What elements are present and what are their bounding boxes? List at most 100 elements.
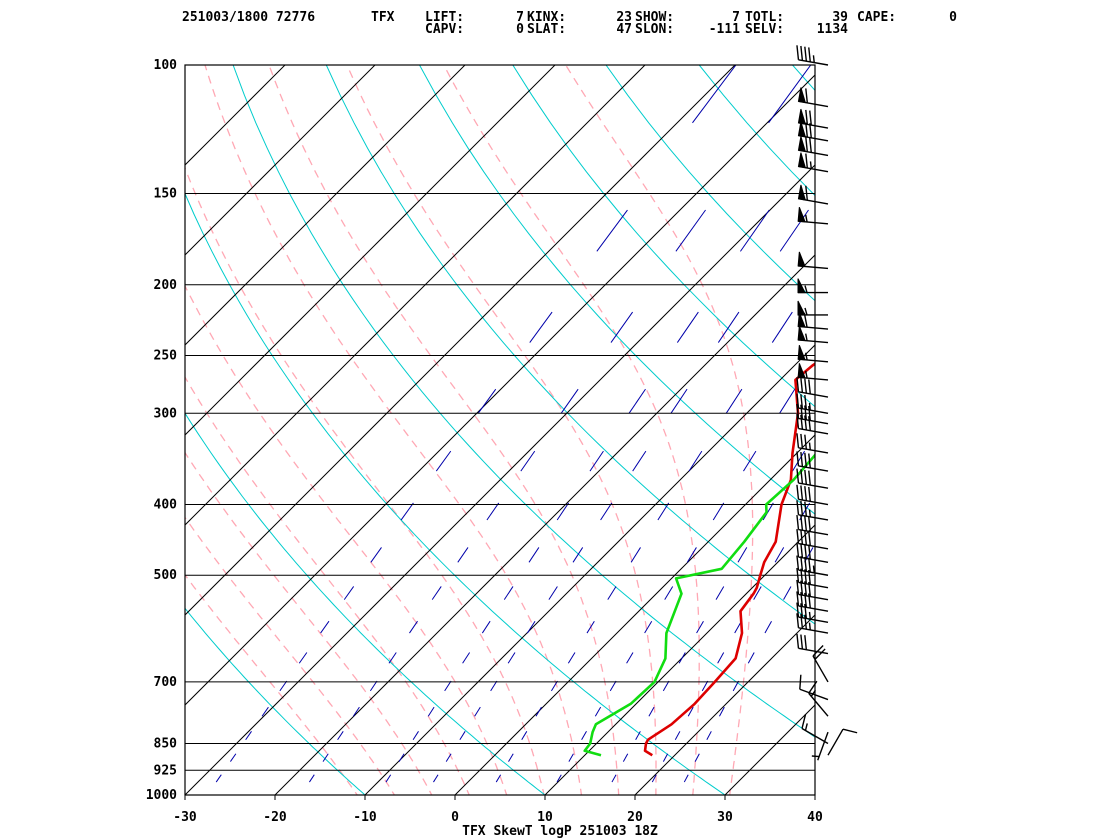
- wind-barb-500hpa: [796, 555, 829, 576]
- mixing-ratio-dash: [833, 210, 861, 251]
- barb-full-flag: [808, 517, 811, 532]
- mixing-ratio-dash: [701, 680, 709, 692]
- mixing-ratio-dash: [648, 706, 655, 717]
- barb-staff: [798, 528, 829, 536]
- index-value-slat: 47: [616, 22, 632, 37]
- moist-adiabat: [268, 65, 620, 795]
- mixing-ratio-dash: [1043, 59, 1084, 123]
- barb-pennant: [797, 108, 807, 125]
- mixing-ratio-dash: [409, 620, 418, 634]
- mixing-ratio-dash: [712, 502, 725, 521]
- barb-full-flag: [796, 45, 800, 60]
- plot-frame: [184, 64, 816, 796]
- mixing-ratio-dash: [1068, 59, 1109, 123]
- barb-full-flag: [796, 484, 800, 500]
- mixing-ratio-dash: [662, 680, 670, 692]
- barb-pennant: [797, 136, 807, 153]
- barb-full-flag: [804, 614, 808, 630]
- mixing-ratio-dash: [662, 753, 669, 762]
- dry-adiabat: [232, 65, 815, 738]
- barb-full-flag: [804, 452, 808, 468]
- mixing-ratio-dash: [715, 586, 725, 600]
- dry-adiabat: [185, 412, 546, 795]
- barb-full-flag: [804, 635, 808, 650]
- mixing-ratio-dash: [529, 311, 553, 343]
- dry-adiabat: [979, 65, 1120, 811]
- barb-full-flag: [805, 109, 809, 125]
- barb-half-flag: [804, 723, 808, 731]
- barb-full-flag: [800, 515, 804, 531]
- mixing-ratio-dash: [694, 753, 700, 762]
- wind-barb-165hpa: [797, 207, 829, 225]
- temperature-label--30: -30: [173, 810, 197, 825]
- mixing-ratio-dash: [609, 680, 617, 692]
- mixing-ratio-dash: [686, 547, 697, 563]
- barb-half-flag: [805, 370, 808, 379]
- index-value-lift: 7: [516, 10, 524, 25]
- mixing-ratio-dash: [431, 586, 442, 600]
- pressure-tick-labels: 100 150 200 250 300 400 500 700 850 925 1000: [146, 58, 177, 803]
- mixing-ratio-dash: [556, 774, 562, 783]
- pressure-label-100: 100: [154, 58, 178, 73]
- isotherm: [544, 524, 815, 795]
- index-value-slon: -111: [708, 22, 740, 37]
- mixing-ratio-dash: [651, 774, 657, 783]
- barb-full-flag: [805, 153, 809, 169]
- barb-staff: [812, 655, 829, 683]
- barb-full-flag: [796, 468, 800, 484]
- barb-full-flag: [796, 393, 800, 409]
- barb-full-flag: [809, 137, 812, 153]
- mixing-ratio-dash: [520, 450, 536, 472]
- barb-full-flag: [800, 414, 804, 430]
- moist-adiabat: [185, 166, 545, 795]
- barb-full-flag: [800, 556, 804, 571]
- wind-barb-340hpa: [796, 433, 829, 454]
- pressure-label-700: 700: [154, 675, 178, 690]
- pressure-label-925: 925: [154, 763, 177, 778]
- barb-half-flag: [808, 402, 811, 411]
- wind-barb-220hpa: [797, 300, 828, 316]
- barb-full-flag: [800, 433, 804, 449]
- dry-adiabat: [886, 65, 1120, 811]
- mixing-ratio-dash: [717, 652, 725, 664]
- barb-full-flag: [808, 406, 811, 421]
- barb-full-flag: [800, 529, 804, 545]
- isotherm: [185, 65, 376, 256]
- dry-adiabat: [0, 65, 18, 811]
- index-label-capv: CAPV:: [425, 22, 465, 37]
- barb-full-flag: [800, 500, 804, 516]
- barb-pennant: [797, 152, 807, 169]
- barb-half-flag: [808, 622, 811, 630]
- isotherm: [185, 65, 466, 346]
- mixing-ratio-dash: [560, 388, 579, 414]
- barb-staff: [808, 692, 829, 717]
- barb-full-flag: [804, 46, 808, 62]
- dry-adiabat: [1072, 65, 1120, 811]
- mixing-ratio-dash: [279, 680, 288, 692]
- barb-full-flag: [808, 453, 811, 469]
- barb-full-flag: [796, 451, 800, 466]
- mixing-ratio-dash: [688, 450, 703, 472]
- mixing-ratio-dash: [550, 680, 558, 692]
- barb-half-flag: [812, 55, 815, 63]
- barb-half-flag: [804, 307, 808, 316]
- mixing-ratio-dash: [398, 753, 405, 762]
- mixing-ratio-dash: [215, 774, 222, 783]
- temperature-label-40: 40: [807, 810, 823, 825]
- mixing-ratio-dash: [320, 620, 330, 634]
- mixing-ratio-dash: [622, 753, 629, 762]
- mixing-ratio-dash: [863, 389, 878, 413]
- moist-adiabat: [185, 451, 433, 795]
- mixing-ratio-dash: [521, 731, 528, 740]
- barb-pennant: [797, 345, 806, 361]
- mixing-ratio-dash: [589, 450, 604, 472]
- temperature-label--10: -10: [353, 810, 377, 825]
- isotherm: [185, 65, 286, 166]
- mixing-ratio-dash: [933, 312, 951, 342]
- mixing-ratio-dash: [779, 209, 809, 252]
- mixing-ratio-dash: [719, 706, 725, 717]
- barb-staff: [798, 447, 829, 454]
- moist-adiabat: [565, 65, 754, 795]
- index-label-show: SHOW:: [635, 10, 675, 25]
- barb-staff: [798, 647, 829, 655]
